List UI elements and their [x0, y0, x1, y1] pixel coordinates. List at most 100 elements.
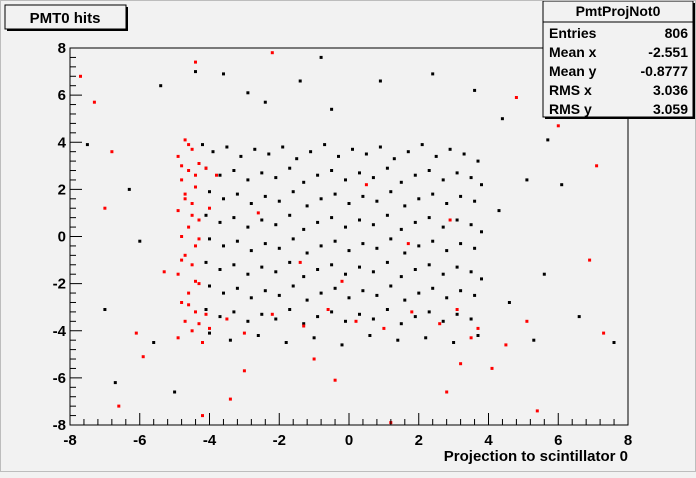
x-tick-label: 8: [624, 432, 632, 449]
point-s1-82: [514, 96, 518, 99]
point-s1-14: [183, 253, 187, 257]
y-tick-label: -8: [53, 417, 66, 434]
point-s1-11: [187, 225, 191, 229]
point-s0-15: [406, 150, 410, 154]
point-s1-64: [201, 414, 204, 418]
stats-label: RMS x: [549, 82, 592, 98]
point-s0-143: [473, 293, 477, 297]
point-s1-81: [103, 206, 107, 210]
point-s0-2: [225, 145, 229, 149]
point-s0-192: [525, 178, 529, 182]
x-tick-label: 0: [345, 432, 353, 449]
point-s0-168: [312, 336, 316, 340]
point-s0-78: [427, 216, 431, 220]
point-s0-130: [291, 284, 295, 288]
point-s0-59: [445, 202, 449, 205]
point-s1-72: [535, 409, 539, 413]
point-s0-81: [469, 223, 473, 227]
point-s0-185: [298, 79, 302, 83]
y-tick-label: -2: [53, 276, 66, 293]
stats-value: 3.059: [653, 101, 688, 117]
point-s0-122: [469, 270, 473, 274]
point-s0-75: [385, 213, 389, 217]
point-s0-197: [507, 301, 511, 304]
stats-label: Entries: [549, 25, 597, 41]
point-s0-86: [249, 249, 253, 253]
point-s0-182: [222, 72, 225, 76]
point-s0-178: [138, 239, 142, 243]
point-s0-191: [500, 117, 504, 121]
point-s0-121: [455, 265, 459, 269]
point-s0-167: [284, 341, 288, 344]
point-s0-94: [361, 242, 365, 246]
point-s0-6: [281, 145, 285, 149]
point-s1-33: [187, 303, 191, 307]
point-s0-152: [316, 315, 320, 319]
point-s0-106: [246, 272, 250, 276]
point-s1-52: [256, 211, 260, 215]
point-s0-141: [445, 296, 449, 300]
point-s1-39: [225, 317, 229, 321]
data-points: [79, 51, 616, 425]
point-s0-135: [361, 289, 365, 293]
point-s0-196: [612, 341, 616, 344]
y-tick-label: -4: [53, 323, 67, 340]
point-s0-144: [204, 308, 208, 311]
point-s1-15: [190, 263, 194, 267]
point-s0-190: [473, 88, 477, 92]
point-s0-187: [330, 107, 334, 111]
point-s0-186: [319, 55, 323, 59]
point-s0-30: [330, 169, 334, 172]
point-s1-36: [208, 326, 211, 330]
point-s1-31: [180, 258, 184, 262]
point-s0-172: [424, 336, 428, 340]
point-s0-193: [542, 272, 546, 276]
point-s1-45: [382, 326, 386, 330]
point-s0-158: [399, 322, 403, 326]
point-s0-96: [389, 237, 393, 241]
point-s1-12: [180, 235, 184, 238]
point-s0-153: [330, 310, 334, 314]
point-s0-166: [256, 334, 260, 337]
y-tick-label: 0: [58, 229, 66, 246]
point-s0-25: [260, 171, 264, 175]
point-s0-66: [260, 218, 264, 222]
point-s1-5: [180, 178, 184, 182]
stats-title: PmtProjNot0: [576, 3, 661, 19]
point-s0-65: [246, 225, 250, 229]
point-s0-165: [228, 338, 232, 342]
point-s0-151: [302, 322, 306, 326]
point-s0-124: [208, 284, 211, 288]
point-s0-72: [344, 225, 347, 229]
point-s0-162: [455, 312, 459, 316]
point-s0-169: [340, 343, 344, 347]
point-s1-1: [190, 147, 194, 151]
point-s1-24: [201, 341, 204, 344]
point-s1-48: [455, 308, 459, 311]
point-s0-128: [263, 289, 267, 293]
point-s1-68: [333, 378, 337, 382]
point-s0-89: [291, 237, 295, 241]
point-s0-107: [260, 265, 264, 269]
point-s0-44: [235, 192, 239, 196]
point-s0-38: [441, 178, 445, 182]
point-s0-117: [399, 275, 403, 279]
point-s1-26: [180, 164, 184, 168]
point-s1-3: [197, 162, 201, 165]
point-s1-20: [194, 310, 197, 314]
point-s0-46: [263, 194, 267, 198]
point-s0-11: [351, 147, 354, 151]
point-s0-101: [459, 242, 463, 246]
point-s0-139: [417, 291, 421, 295]
stats-value: 806: [665, 25, 689, 41]
point-s0-163: [469, 317, 473, 321]
point-s0-148: [260, 312, 264, 316]
point-s0-91: [319, 244, 323, 248]
point-s0-17: [434, 154, 438, 158]
chart-title: PMT0 hits: [30, 10, 101, 27]
point-s0-43: [222, 197, 225, 201]
point-s0-108: [274, 270, 278, 274]
point-s0-54: [375, 199, 379, 203]
